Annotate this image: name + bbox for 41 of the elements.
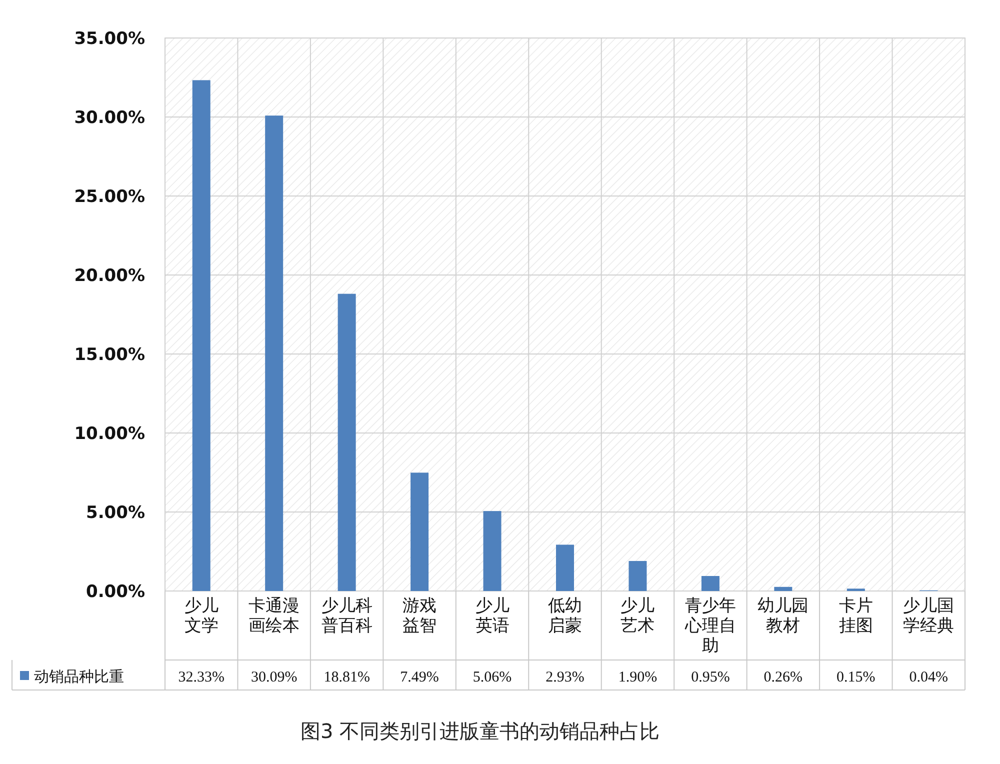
data-label: 1.90% <box>618 669 658 686</box>
y-tick-label: 5.00% <box>86 502 145 523</box>
y-tick-label: 35.00% <box>74 28 145 49</box>
data-label: 2.93% <box>546 669 584 686</box>
data-label: 18.81% <box>324 669 370 686</box>
data-label: 5.06% <box>472 669 512 686</box>
bar <box>701 576 720 591</box>
y-tick-label: 0.00% <box>86 582 145 602</box>
bar <box>628 560 647 591</box>
y-tick-label: 10.00% <box>74 424 145 444</box>
bar <box>265 116 284 591</box>
bar <box>556 544 574 591</box>
bar <box>410 472 429 591</box>
data-label: 7.49% <box>400 669 439 686</box>
y-tick-label: 30.00% <box>74 108 145 128</box>
x-tick-label: 少儿英语 <box>475 596 510 635</box>
y-tick-label: 25.00% <box>74 186 145 207</box>
data-label: 0.26% <box>764 669 803 686</box>
legend-label: 动销品种比重 <box>34 668 124 686</box>
y-tick-label: 20.00% <box>74 266 145 286</box>
x-tick-label: 卡通漫画绘本 <box>248 596 300 635</box>
bar <box>338 294 356 591</box>
data-label: 0.04% <box>909 669 948 686</box>
text: 图3 不同类别引进版童书的动销品种占比 <box>300 719 660 743</box>
x-tick-label: 游戏益智 <box>402 596 437 635</box>
data-label: 0.15% <box>836 669 876 686</box>
x-tick-label: 少儿国学经典 <box>903 596 954 635</box>
x-tick-label: 卡片挂图 <box>838 596 873 635</box>
x-tick-label: 低幼启蒙 <box>548 596 582 635</box>
y-tick-label: 15.00% <box>74 344 145 365</box>
x-tick-label: 青少年心理自助 <box>684 596 736 655</box>
x-tick-label: 幼儿园教材 <box>758 596 809 635</box>
bar <box>774 586 792 591</box>
bar <box>192 80 210 591</box>
x-tick-label: 少儿文学 <box>184 596 218 635</box>
data-label: 30.09% <box>250 669 298 686</box>
data-label: 0.95% <box>691 669 730 686</box>
x-tick-label: 少儿科普百科 <box>321 596 372 635</box>
bar <box>483 511 502 591</box>
x-tick-label: 少儿艺术 <box>620 596 655 635</box>
data-label: 32.33% <box>178 669 224 686</box>
